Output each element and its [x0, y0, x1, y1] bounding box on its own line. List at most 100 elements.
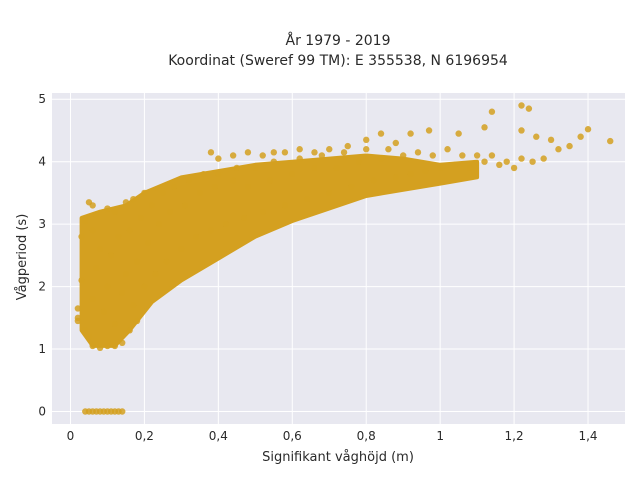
data-point	[296, 155, 303, 162]
data-point	[436, 164, 444, 172]
data-point	[555, 146, 562, 153]
data-point	[363, 136, 370, 144]
x-tick-label: 1,2	[505, 429, 524, 443]
data-point	[540, 155, 547, 162]
y-axis-label: Vågperiod (s)	[15, 214, 30, 301]
data-point	[488, 108, 496, 115]
data-point	[82, 217, 89, 225]
data-point	[303, 195, 311, 203]
data-point	[266, 177, 274, 184]
data-point	[126, 327, 133, 334]
data-point	[178, 245, 185, 253]
data-point	[399, 152, 407, 159]
data-point	[244, 149, 252, 156]
data-point	[425, 127, 433, 134]
data-point	[192, 233, 200, 240]
data-point	[363, 146, 370, 153]
x-tick-label: 0	[67, 429, 75, 443]
data-point	[163, 258, 170, 265]
data-point	[122, 270, 130, 278]
y-tick-label: 4	[38, 155, 46, 169]
data-point	[241, 214, 248, 222]
data-point	[281, 202, 289, 209]
data-point	[200, 170, 207, 178]
data-point	[82, 327, 89, 334]
data-point	[481, 158, 488, 165]
data-point	[89, 227, 96, 234]
data-points	[74, 102, 614, 415]
y-tick-label: 3	[38, 217, 46, 231]
data-point	[78, 277, 85, 284]
data-point	[289, 170, 296, 178]
data-point	[270, 149, 278, 156]
x-axis-label: Signifikant våghöjd (m)	[262, 450, 414, 465]
data-point	[104, 205, 111, 212]
data-point	[407, 130, 414, 137]
data-point	[148, 202, 156, 209]
data-point	[392, 139, 399, 147]
data-point	[385, 146, 392, 153]
data-point	[259, 208, 266, 215]
y-axis-ticks: 0 1 2 3 4 5	[38, 92, 46, 418]
x-tick-label: 1	[436, 429, 444, 443]
data-point	[89, 342, 96, 350]
data-point	[104, 283, 111, 290]
data-point	[211, 183, 218, 190]
data-point	[422, 167, 429, 175]
data-point	[207, 227, 215, 234]
data-point	[119, 339, 126, 347]
data-point	[141, 189, 148, 197]
data-point	[566, 142, 573, 150]
data-point	[130, 195, 137, 203]
data-point	[74, 317, 82, 325]
y-tick-label: 2	[38, 280, 46, 294]
data-point	[252, 164, 259, 172]
data-point	[96, 344, 104, 352]
chart-title: År 1979 - 2019	[286, 32, 391, 49]
data-point	[525, 105, 533, 112]
data-point	[429, 152, 436, 159]
data-point	[344, 142, 351, 150]
data-point	[185, 177, 192, 184]
data-point	[156, 220, 163, 228]
data-point	[111, 208, 119, 215]
data-point	[377, 130, 385, 137]
data-point	[355, 158, 363, 165]
data-point	[170, 183, 178, 190]
data-point	[233, 164, 241, 172]
data-point	[547, 136, 555, 144]
data-point	[407, 170, 414, 178]
data-point	[78, 233, 85, 240]
data-point	[377, 155, 385, 162]
data-point	[510, 164, 518, 172]
data-point	[529, 158, 536, 165]
data-point	[167, 208, 174, 215]
data-point	[333, 164, 340, 172]
data-point	[414, 149, 422, 156]
data-point	[311, 164, 318, 172]
x-tick-label: 0,8	[357, 429, 376, 443]
data-point	[115, 233, 122, 240]
point-cloud	[79, 153, 480, 348]
data-point	[259, 152, 266, 159]
data-point	[85, 333, 93, 340]
x-tick-label: 0,6	[283, 429, 302, 443]
data-point	[104, 342, 111, 350]
data-point	[122, 199, 130, 206]
data-point	[93, 264, 100, 272]
data-point	[119, 408, 126, 415]
data-point	[348, 183, 355, 190]
data-point	[111, 320, 119, 328]
data-point	[311, 149, 318, 156]
data-point	[100, 308, 107, 315]
data-point	[392, 174, 399, 181]
data-point	[326, 189, 333, 197]
data-point	[244, 183, 252, 190]
data-point	[229, 152, 237, 159]
data-point	[126, 227, 133, 234]
data-point	[503, 158, 510, 165]
data-point	[74, 305, 82, 312]
data-point	[89, 202, 96, 209]
data-point	[473, 152, 481, 159]
data-point	[130, 302, 137, 309]
